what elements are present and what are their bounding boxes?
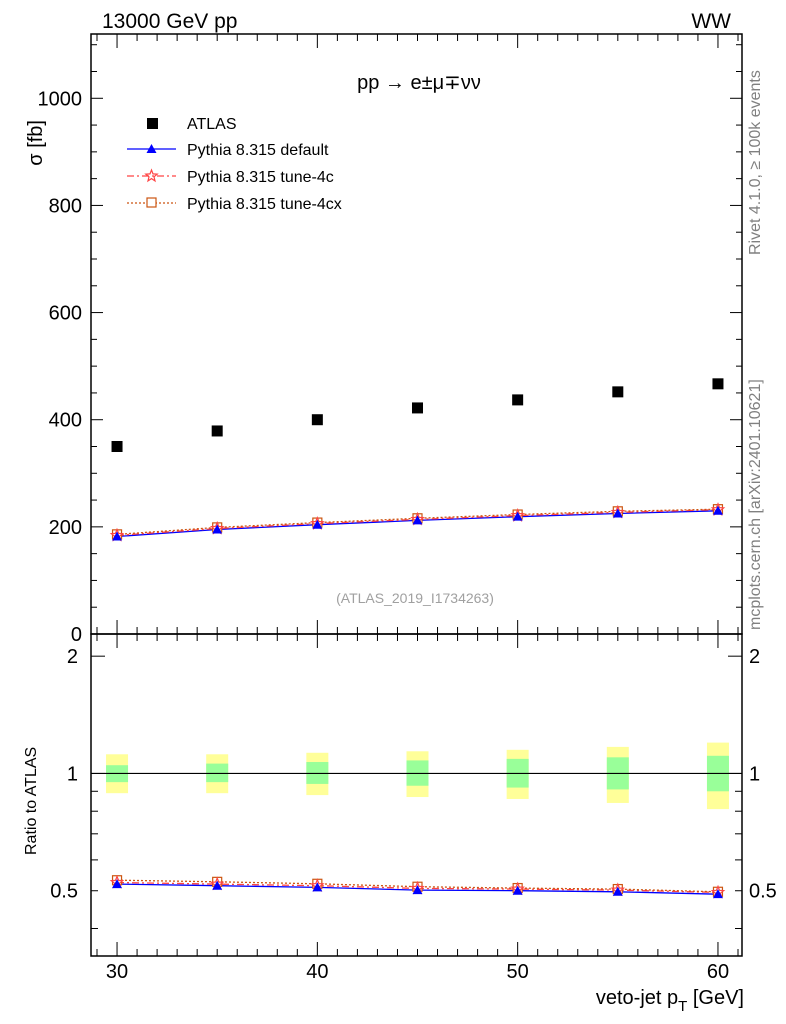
analysis-id: (ATLAS_2019_I1734263) — [336, 590, 494, 606]
legend-atlas: ATLAS — [147, 116, 237, 133]
legend-tune4c-label: Pythia 8.315 tune-4c — [187, 169, 334, 186]
ratio-frame — [90, 633, 743, 957]
x-axis-label-unit: [GeV] — [687, 987, 744, 1009]
header-left: 13000 GeV pp — [102, 10, 237, 33]
x-tick-label: 50 — [507, 961, 529, 983]
main-y-tick-label: 200 — [49, 517, 82, 539]
x-tick-label: 30 — [106, 961, 128, 983]
default-point — [112, 531, 123, 541]
atlas-point — [412, 402, 424, 414]
ratio-ticks — [91, 634, 742, 956]
x-axis-label-sub: T — [678, 998, 687, 1015]
legend-default-label: Pythia 8.315 default — [187, 142, 329, 159]
atlas-point — [111, 441, 123, 452]
legend-tune4cx-marker — [146, 197, 157, 208]
legend-atlas-label: ATLAS — [187, 116, 237, 133]
header-right: WW — [691, 10, 731, 33]
main-y-tick-label: 0 — [71, 624, 82, 646]
ratio-y-tick-label: 1 — [67, 763, 78, 785]
legend-default-marker — [146, 144, 157, 153]
legend-default: Pythia 8.315 default — [127, 142, 329, 159]
ratio-y-tick-label-right: 2 — [749, 646, 760, 668]
default-point — [412, 515, 423, 525]
main-y-tick-label: 400 — [49, 410, 82, 432]
ratio-bands — [106, 742, 729, 810]
ratio-default-point — [412, 885, 423, 895]
ratio-y-tick-label: 2 — [67, 646, 78, 668]
atlas-point — [311, 414, 323, 426]
ratio-y-tick-labels: 0.5 0.5 1 1 2 2 — [50, 646, 777, 903]
ratio-default-point — [112, 879, 123, 889]
default-point — [612, 508, 623, 518]
main-y-tick-label: 600 — [49, 303, 82, 325]
ratio-default-point — [712, 889, 723, 899]
atlas-point — [211, 425, 223, 437]
atlas-point — [712, 378, 724, 390]
process-label: pp → e±μ∓νν — [357, 72, 481, 94]
default-point — [212, 524, 223, 534]
ratio-series — [109, 874, 726, 899]
main-series — [109, 378, 726, 542]
legend-tune4cx-label: Pythia 8.315 tune-4cx — [187, 196, 342, 213]
main-panel: 0 200 400 600 800 1000 σ [fb] pp → e±μ∓νν (AT… — [25, 33, 743, 646]
x-tick-label: 40 — [306, 961, 328, 983]
ratio-default-point — [312, 882, 323, 892]
x-tick-label: 60 — [707, 961, 729, 983]
ratio-y-tick-label: 0.5 — [50, 881, 78, 903]
ratio-y-tick-label-right: 1 — [749, 763, 760, 785]
x-axis-label-main: veto-jet p — [596, 987, 678, 1009]
legend-tune4c-marker — [144, 168, 159, 183]
ratio-panel: 0.5 0.5 1 1 2 2 Ratio to ATLAS 30 40 50 60 veto-… — [23, 633, 777, 1015]
legend-tune4cx: Pythia 8.315 tune-4cx — [127, 196, 342, 213]
atlas-point — [512, 394, 524, 406]
main-ticks — [91, 34, 742, 635]
default-point — [512, 511, 523, 521]
ratio-y-tick-label-right: 0.5 — [749, 881, 777, 903]
mcplots-label: mcplots.cern.ch [arXiv:2401.10621] — [747, 379, 764, 630]
main-y-tick-label: 1000 — [38, 88, 83, 110]
legend: ATLAS Pythia 8.315 default Pythia 8.315 … — [127, 116, 342, 213]
legend-atlas-marker — [147, 118, 158, 129]
default-point — [312, 519, 323, 529]
ratio-default-point — [212, 880, 223, 890]
main-y-tick-label: 800 — [49, 195, 82, 217]
y-axis-label: σ [fb] — [25, 120, 47, 166]
ratio-y-axis-label: Ratio to ATLAS — [23, 747, 40, 855]
ratio-default-point — [612, 886, 623, 896]
main-y-tick-labels: 0 200 400 600 800 1000 — [38, 88, 83, 646]
x-axis-label: veto-jet pT [GeV] — [596, 987, 744, 1015]
x-tick-labels: 30 40 50 60 — [106, 961, 729, 983]
rivet-label: Rivet 4.1.0, ≥ 100k events — [747, 70, 764, 255]
default-point — [712, 505, 723, 515]
ratio-default-point — [512, 885, 523, 895]
legend-tune4c: Pythia 8.315 tune-4c — [127, 168, 334, 186]
atlas-point — [612, 386, 624, 398]
